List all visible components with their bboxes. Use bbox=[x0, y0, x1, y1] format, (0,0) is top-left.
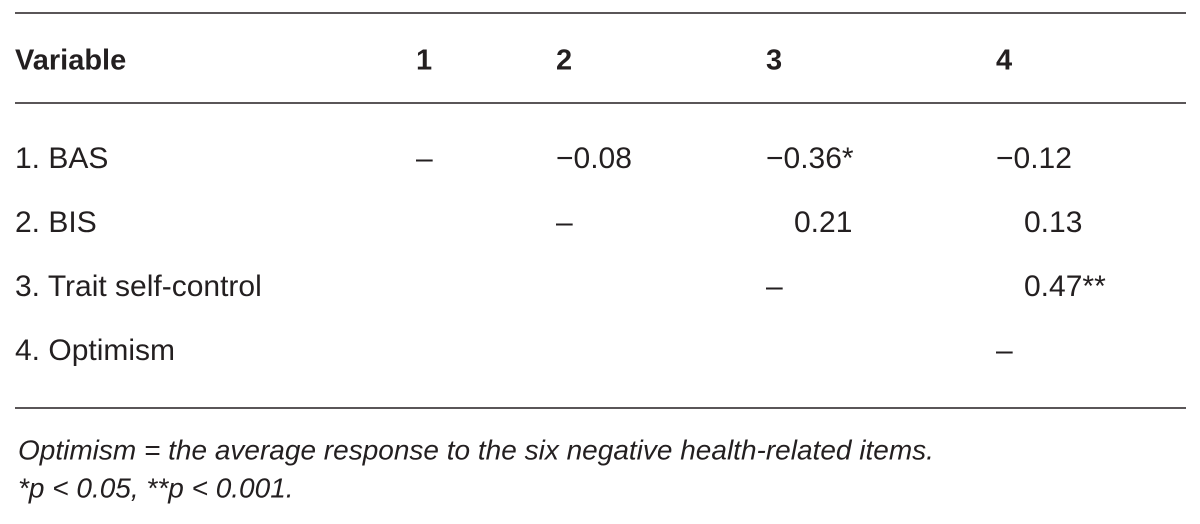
cell-value: – bbox=[416, 142, 433, 175]
cell-value: – bbox=[556, 206, 573, 239]
row-label: 2. BIS bbox=[15, 206, 97, 239]
cell-value: 0.21 bbox=[794, 206, 852, 239]
row-label: 1. BAS bbox=[15, 142, 108, 175]
row-label: 3. Trait self-control bbox=[15, 270, 262, 303]
cell-value: −0.36* bbox=[766, 142, 854, 175]
cell-value: −0.08 bbox=[556, 142, 632, 175]
table-note: *p < 0.05, **p < 0.001. bbox=[18, 472, 294, 503]
cell-value: −0.12 bbox=[996, 142, 1072, 175]
table-note: Optimism = the average response to the s… bbox=[18, 434, 934, 465]
cell-value: – bbox=[766, 270, 783, 303]
header-cell: Variable bbox=[15, 45, 126, 77]
cell-value: 0.47** bbox=[1024, 270, 1106, 303]
row-label: 4. Optimism bbox=[15, 334, 175, 367]
cell-value: – bbox=[996, 334, 1013, 367]
header-cell: 1 bbox=[416, 45, 432, 77]
cell-value: 0.13 bbox=[1024, 206, 1082, 239]
header-cell: 2 bbox=[556, 45, 572, 77]
header-cell: 4 bbox=[996, 45, 1012, 77]
header-cell: 3 bbox=[766, 45, 782, 77]
